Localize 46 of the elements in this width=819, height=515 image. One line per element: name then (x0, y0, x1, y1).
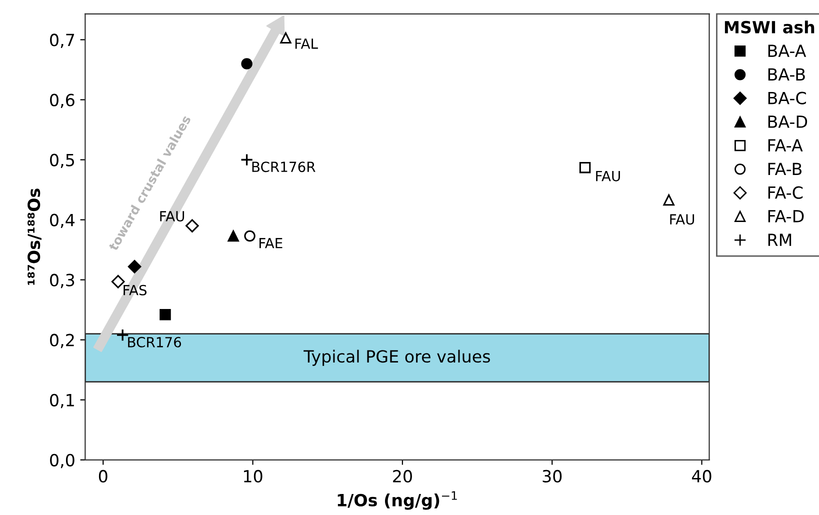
x-tick-label: 20 (393, 470, 412, 483)
annotation: FAU (160, 211, 184, 222)
annotation: FAS (124, 284, 147, 296)
y-tick-label: 0,5 (50, 154, 74, 168)
legend-label: FA-D (768, 210, 804, 222)
legend-label: BA-D (768, 116, 808, 128)
y-tick-label: 0,2 (50, 334, 74, 348)
x-tick-label: 0 (98, 470, 108, 483)
legend-label: RM (768, 234, 792, 246)
y-tick-label: 0,3 (50, 274, 74, 288)
point (228, 230, 239, 242)
legend-label: FA-C (768, 186, 803, 199)
annotation: FAE (259, 238, 282, 248)
point (579, 162, 591, 174)
x-axis-title: 1/Os (ng/g)$^{−1}$ (338, 491, 457, 510)
legend-title: MSWI ash (724, 20, 814, 34)
point (280, 32, 292, 44)
legend-label: FA-A (768, 139, 803, 152)
y-axis-title: ¹⁸⁷Os/¹⁸⁸Os (28, 188, 42, 285)
point (128, 260, 142, 274)
x-tick-label: 30 (542, 470, 562, 483)
y-tick-label: 0,4 (50, 214, 75, 228)
annotation: FAL (295, 38, 318, 49)
annotation: FAU (596, 171, 620, 182)
point (160, 309, 171, 320)
legend-label: BA-A (768, 44, 806, 57)
point (244, 230, 256, 242)
band-label: Typical PGE ore values (304, 350, 490, 366)
point (116, 328, 129, 342)
legend-label: BA-B (768, 68, 805, 80)
y-tick-label: 0,6 (50, 94, 74, 108)
x-tick-label: 40 (692, 470, 712, 483)
y-tick-label: 0,0 (50, 454, 74, 468)
point (240, 153, 254, 166)
point (663, 194, 674, 206)
annotation: FAU (670, 214, 694, 225)
y-tick-label: 0,7 (50, 34, 74, 48)
legend-label: BA-C (768, 92, 806, 104)
annotation: BCR176R (252, 162, 316, 172)
point (241, 58, 252, 70)
x-tick-label: 10 (244, 470, 262, 483)
y-tick-label: 0,1 (50, 394, 74, 408)
point (111, 274, 125, 288)
annotation: BCR176 (128, 336, 182, 348)
legend-label: FA-B (768, 162, 802, 176)
point (186, 219, 199, 232)
